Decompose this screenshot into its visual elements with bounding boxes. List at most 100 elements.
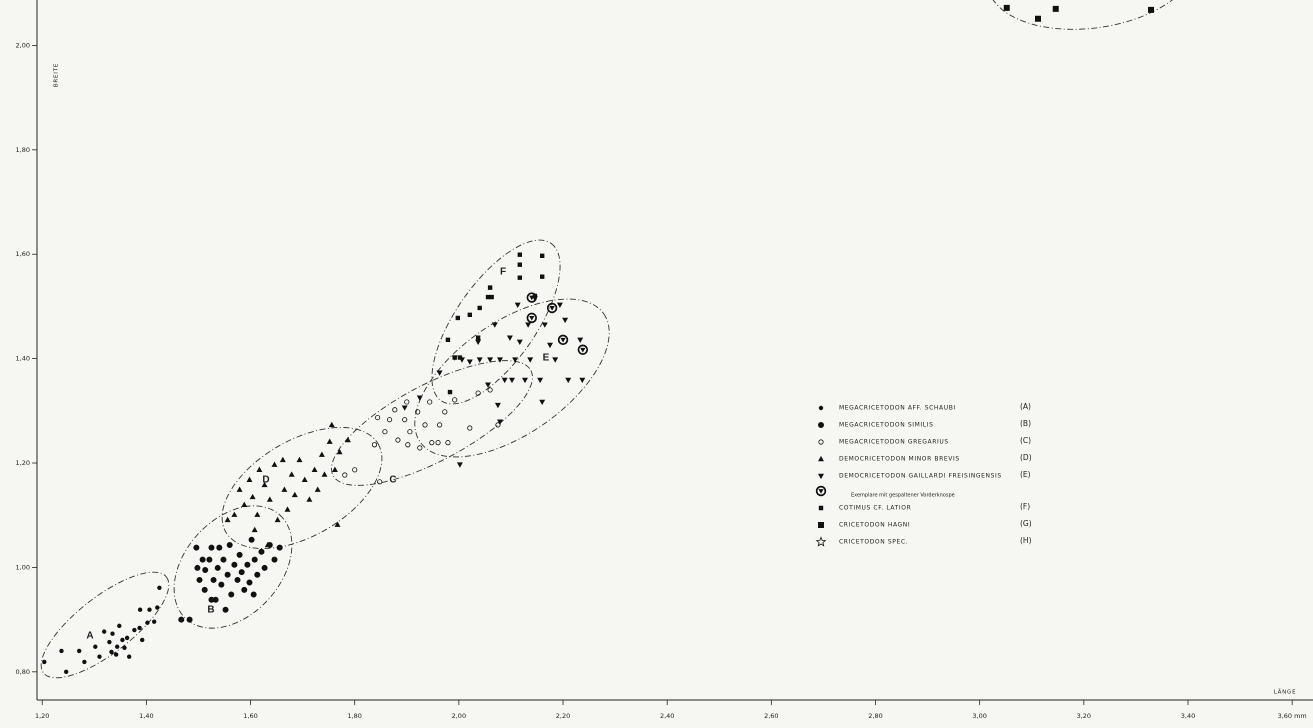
point: [566, 378, 571, 382]
point: [448, 390, 452, 394]
point: [327, 439, 332, 443]
point: [275, 518, 280, 522]
legend-code: (H): [1020, 536, 1032, 545]
legend-symbol: [819, 474, 824, 478]
legend-code: (C): [1020, 436, 1031, 445]
point: [203, 567, 208, 572]
point: [523, 378, 528, 382]
group-label: E: [543, 353, 550, 364]
point: [285, 507, 290, 511]
point: [423, 423, 427, 427]
point: [458, 463, 463, 467]
point: [60, 649, 64, 653]
point: [227, 542, 232, 547]
point: [152, 620, 156, 624]
point: [242, 587, 247, 592]
legend-symbol: [819, 506, 823, 510]
point: [515, 303, 520, 307]
point: [259, 549, 264, 554]
point: [215, 565, 220, 570]
point: [436, 440, 440, 444]
point: [580, 378, 585, 382]
point: [477, 358, 482, 362]
x-tick-label: 3,00: [972, 712, 986, 720]
point: [405, 400, 409, 404]
point: [387, 417, 391, 421]
point: [302, 477, 307, 481]
point: [402, 406, 407, 410]
point: [108, 640, 112, 644]
point: [179, 617, 184, 622]
point: [77, 649, 81, 653]
point: [1004, 5, 1009, 10]
point: [486, 295, 490, 299]
point: [518, 263, 522, 267]
point: [446, 440, 450, 444]
point: [268, 497, 273, 501]
legend-symbol: [819, 406, 823, 410]
point: [125, 636, 129, 640]
point: [217, 545, 222, 550]
point: [563, 318, 568, 322]
legend-code: (G): [1020, 519, 1032, 528]
legend-note: Exemplare mit gespaltener Vorderknospe: [851, 493, 955, 499]
point: [114, 653, 118, 657]
enclosure-d: [202, 402, 402, 573]
point: [249, 537, 254, 542]
point: [408, 429, 412, 433]
x-axis-label: LÄNGE: [1274, 689, 1297, 696]
point: [578, 345, 588, 355]
point: [527, 313, 537, 323]
point: [478, 306, 482, 310]
point: [127, 655, 131, 659]
y-tick-label: 0,80: [16, 668, 30, 676]
point: [383, 429, 387, 433]
x-tick-label: 3,40: [1181, 712, 1195, 720]
point: [502, 378, 507, 382]
x-tick-label: 2,20: [556, 712, 570, 720]
point: [209, 545, 214, 550]
point: [517, 340, 522, 344]
page: BREITE LÄNGE 0,801,001,201,401,601,802,0…: [0, 0, 1313, 728]
y-tick-label: 1,60: [16, 250, 30, 258]
point: [320, 452, 325, 456]
point: [281, 458, 286, 462]
point: [468, 426, 472, 430]
point: [140, 638, 144, 642]
legend-label: MEGACRICETODON GREGARIUS: [839, 439, 949, 446]
point: [510, 378, 515, 382]
point: [558, 303, 563, 307]
point: [453, 356, 457, 360]
point: [102, 630, 106, 634]
point: [138, 626, 142, 630]
point: [578, 338, 583, 342]
point: [83, 660, 87, 664]
point: [312, 467, 317, 471]
point: [94, 645, 98, 649]
point: [211, 577, 216, 582]
legend-label: MEGACRICETODON AFF. SCHAUBI: [839, 405, 956, 412]
x-tick-label: 1,40: [139, 712, 153, 720]
point: [252, 528, 257, 532]
point: [467, 360, 472, 364]
legend-label: COTIMUS CF. LATIOR: [839, 505, 911, 512]
point: [508, 336, 513, 340]
point: [223, 607, 228, 612]
legend-label: MEGACRICETODON SIMILIS: [839, 422, 934, 429]
legend-symbol: [817, 537, 826, 545]
point: [333, 467, 338, 471]
point: [229, 592, 234, 597]
point: [430, 440, 434, 444]
point: [121, 638, 125, 642]
point: [476, 336, 480, 340]
point: [237, 487, 242, 491]
point: [255, 512, 260, 516]
y-tick-label: 1,00: [16, 563, 30, 571]
y-tick-label: 1,20: [16, 459, 30, 467]
legend-symbol: [818, 522, 823, 527]
point: [237, 552, 242, 557]
point: [377, 480, 381, 484]
point: [221, 557, 226, 562]
enclosure-g: [980, 0, 1204, 42]
point: [526, 323, 531, 327]
